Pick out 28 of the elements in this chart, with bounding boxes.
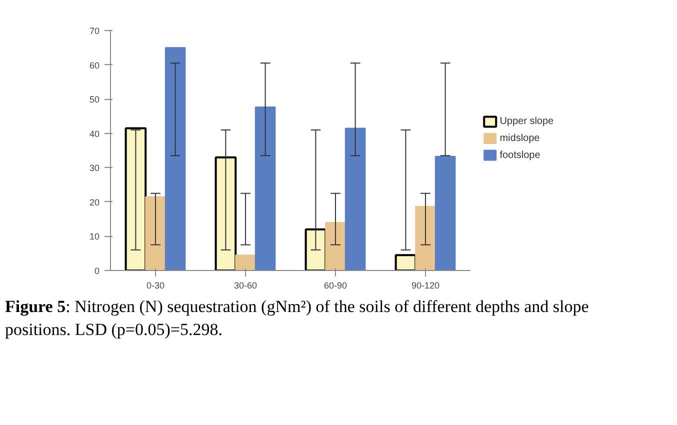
bar	[214, 156, 237, 270]
y-tick-label: 60	[89, 60, 100, 70]
legend-label: footslope	[500, 150, 541, 161]
bar	[394, 254, 417, 270]
legend-label: Upper slope	[500, 116, 554, 128]
bar	[344, 128, 366, 270]
y-tick-label: 20	[89, 197, 100, 208]
y-tick-label: 10	[89, 232, 100, 242]
x-tick-label: 60-90	[324, 280, 348, 290]
bar	[434, 156, 456, 270]
bar	[164, 47, 186, 270]
x-tick-label: 90-120	[411, 280, 440, 290]
bar	[145, 196, 166, 270]
bar	[235, 254, 256, 270]
y-tick-label: 30	[89, 163, 100, 174]
y-tick-label: 50	[89, 94, 100, 105]
bar	[325, 222, 346, 270]
bar	[254, 106, 276, 270]
legend-label: midslope	[500, 133, 540, 144]
x-tick-label: 30-60	[234, 280, 258, 290]
bar	[415, 206, 436, 270]
x-tick-label: 0-30	[146, 280, 165, 290]
y-tick-label: 40	[89, 128, 100, 139]
bar	[304, 228, 327, 270]
caption: Figure 5: Nitrogen (N) sequestration (gNm²) of the soils of different depths and slope positions. LSD (p=0.05)=5.298.	[5, 296, 590, 341]
y-tick-label: 70	[89, 26, 100, 36]
bar	[124, 127, 147, 270]
y-tick-label: 0	[94, 266, 100, 276]
